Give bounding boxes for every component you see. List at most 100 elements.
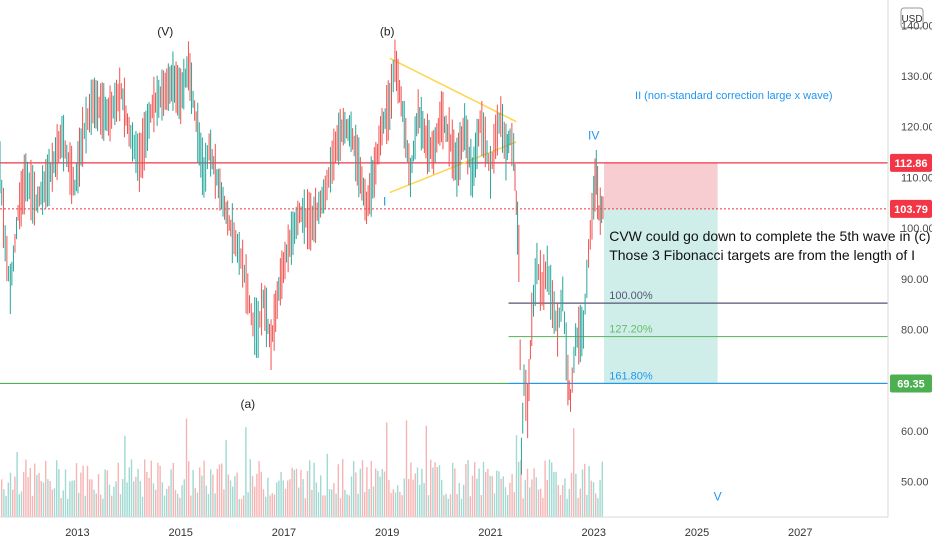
- wave-label: IV: [588, 128, 599, 142]
- volume-bar: [243, 495, 245, 517]
- y-tick-label: 110.00: [901, 172, 932, 184]
- volume-bar: [267, 477, 269, 517]
- wave-label: V: [714, 489, 722, 503]
- volume-bar: [575, 473, 577, 517]
- volume-bar: [309, 460, 311, 517]
- volume-bar: [100, 494, 102, 517]
- price-series: [0, 39, 604, 475]
- volume-bar: [355, 472, 357, 517]
- volume-bar: [566, 498, 568, 517]
- volume-bar: [502, 476, 504, 517]
- volume-bar: [247, 492, 249, 517]
- volume-bar: [306, 470, 309, 517]
- fib-label: 161.80%: [609, 370, 653, 382]
- volume-bar: [317, 492, 320, 517]
- volume-bar: [361, 460, 364, 517]
- volume-bar: [304, 498, 306, 517]
- volume-bar: [45, 460, 47, 517]
- volume-bar: [540, 488, 542, 517]
- volume-bar: [544, 460, 546, 517]
- volume-bar: [269, 495, 271, 517]
- volume-bar: [23, 472, 25, 517]
- volume-bar: [126, 482, 128, 517]
- volume-bar: [553, 472, 555, 517]
- volume-bar: [31, 495, 34, 517]
- volume-bar: [601, 461, 603, 517]
- volume-bar: [245, 427, 247, 517]
- y-tick-label: 130.00: [901, 71, 932, 83]
- x-tick-label: 2027: [788, 527, 812, 539]
- volume-bar: [188, 461, 190, 517]
- volume-bar: [170, 469, 172, 517]
- volume-bar: [159, 465, 161, 517]
- volume-bar: [152, 483, 155, 517]
- volume-bar: [36, 474, 38, 517]
- volume-bar: [476, 478, 478, 517]
- volume-bar: [414, 473, 416, 517]
- volume-bar: [225, 440, 227, 517]
- volume-bar: [192, 470, 194, 517]
- volume-bar: [562, 484, 564, 517]
- volume-bar: [278, 480, 280, 517]
- wave-label: I: [383, 194, 386, 208]
- volume-bar: [386, 422, 388, 517]
- volume-bar: [326, 453, 328, 517]
- price-badge: [890, 374, 932, 393]
- volume-bar: [383, 471, 386, 517]
- triangle-upper-line: [389, 57, 517, 123]
- y-tick-label: 140.00: [901, 20, 932, 32]
- volume-bar: [401, 495, 403, 517]
- volume-bar: [436, 467, 438, 517]
- volume-bar: [498, 471, 500, 517]
- volume-bar: [185, 418, 188, 517]
- volume-bar: [298, 487, 300, 517]
- y-tick-label: 100.00: [901, 223, 932, 235]
- volume-bar: [216, 468, 218, 517]
- volume-bar: [551, 462, 553, 517]
- volume-bar: [423, 483, 425, 517]
- volume-bar: [496, 470, 498, 517]
- volume-bar: [144, 459, 146, 517]
- volume-bar: [465, 464, 467, 517]
- volume-bar: [86, 465, 89, 517]
- volume-bar: [163, 495, 166, 517]
- price-badge: [890, 153, 932, 172]
- volume-bar: [548, 459, 551, 517]
- volume-bar: [467, 460, 469, 517]
- volume-bar: [588, 466, 590, 517]
- volume-bar: [238, 498, 240, 517]
- volume-bar: [394, 492, 397, 517]
- volume-bar: [201, 475, 203, 517]
- volume-bar: [124, 435, 126, 517]
- volume-bar: [262, 489, 265, 517]
- volume-bar: [1, 479, 3, 517]
- volume-bar: [443, 495, 445, 517]
- volume-bar: [5, 495, 7, 517]
- volume-bar: [14, 476, 16, 517]
- volume-bar: [16, 451, 18, 517]
- annotation-text: CVW could go down to complete the 5th wa…: [609, 228, 930, 263]
- volume-bar: [577, 497, 579, 517]
- volume-bar: [449, 494, 452, 517]
- volume-bar: [441, 480, 443, 517]
- volume-bar: [194, 487, 196, 517]
- volume-bar: [328, 489, 331, 517]
- volume-bar: [350, 476, 353, 517]
- volume-bar: [276, 482, 278, 517]
- volume-bar: [513, 492, 515, 517]
- volume-bar: [150, 460, 152, 517]
- volume-bar: [511, 474, 513, 517]
- volume-bar: [287, 480, 289, 517]
- volume-bar: [474, 462, 476, 517]
- volume-bar: [311, 489, 313, 517]
- volume-bar: [438, 465, 441, 517]
- volume-bar: [221, 463, 223, 517]
- x-tick-label: 2015: [168, 527, 192, 539]
- volume-bar: [265, 496, 267, 517]
- volume-bar: [271, 493, 273, 517]
- volume-bar: [135, 476, 137, 517]
- volume-bar: [174, 490, 177, 517]
- volume-bar: [337, 464, 339, 517]
- volume-bar: [113, 486, 115, 517]
- volume-bar: [69, 481, 71, 517]
